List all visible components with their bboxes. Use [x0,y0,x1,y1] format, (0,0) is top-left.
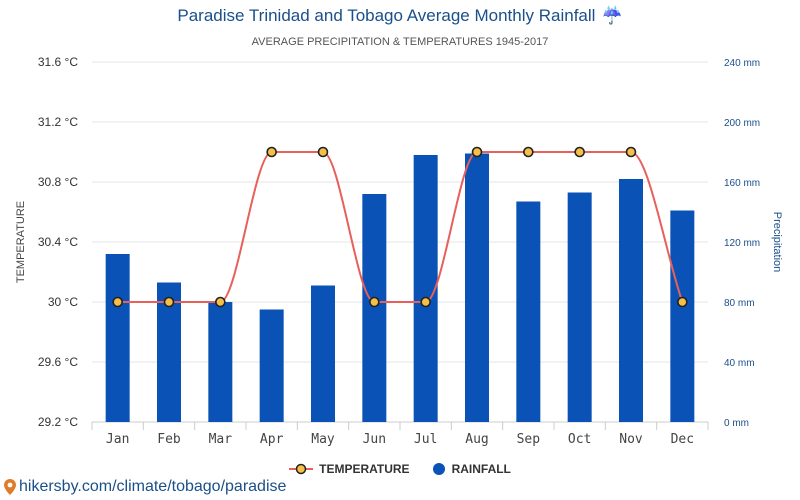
right-axis-title: Precipitation [771,212,783,273]
temperature-legend-marker-icon [289,463,314,475]
chart-title-row: Paradise Trinidad and Tobago Average Mon… [0,6,800,26]
left-axis-title: TEMPERATURE [15,201,27,283]
rainfall-bar [105,254,130,422]
left-tick-label: 30.8 °C [38,175,78,189]
legend: TEMPERATURE RAINFALL [0,462,800,476]
temperature-point [163,296,175,308]
temperature-point [523,146,534,158]
rainfall-bar [362,194,387,422]
rainfall-bar [465,153,489,422]
chart-subtitle: AVERAGE PRECIPITATION & TEMPERATURES 194… [251,36,549,48]
right-tick-label: 0 mm [724,418,749,429]
rainfall-bar [259,309,284,422]
left-tick-label: 31.2 °C [38,115,78,129]
right-tick-label: 120 mm [724,238,760,249]
rainfall-bar [311,285,335,422]
x-tick-label: Aug [465,432,488,447]
temperature-point [317,146,329,158]
legend-label-rainfall: RAINFALL [451,462,511,476]
x-tick-label: Jun [363,432,386,447]
legend-item-temperature[interactable]: TEMPERATURE [289,462,410,476]
right-tick-label: 80 mm [724,298,755,309]
temperature-point [420,296,431,308]
left-tick-label: 29.2 °C [38,415,78,429]
x-tick-label: Feb [157,432,181,447]
x-tick-label: Dec [671,432,694,447]
location-pin-icon [4,479,16,495]
temperature-point [112,296,123,308]
x-tick-label: Mar [209,432,233,447]
bars-layer [105,153,695,422]
left-tick-label: 30 °C [48,295,78,309]
axis-layer: 29.2 °C 0 mm 29.6 °C 40 mm 30 °C 80 mm 30.4 °C… [15,55,783,447]
rainfall-bar [413,155,438,422]
temperature-line [117,151,684,303]
right-tick-label: 40 mm [724,358,755,369]
temperature-point [574,146,585,158]
x-tick-label: Apr [260,432,284,447]
rainfall-bar [208,302,233,422]
left-tick-label: 30.4 °C [38,235,78,249]
rainfall-legend-marker-icon [432,463,445,475]
x-tick-label: Nov [619,432,643,447]
umbrella-rain-icon: ☔ [601,6,623,25]
left-tick-label: 31.6 °C [38,55,78,69]
temperature-point [625,146,637,158]
rainfall-bar [670,210,695,422]
rainfall-bar [567,192,592,422]
left-tick-label: 29.6 °C [38,355,78,369]
footer-url: hikersby.com/climate/tobago/paradise [19,478,287,495]
right-tick-label: 200 mm [724,118,760,129]
temperature-point [266,146,277,158]
temperature-point [369,296,380,308]
rainfall-bar [516,201,541,422]
x-tick-label: Jul [414,432,437,447]
rainfall-bar [619,179,643,422]
line-layer [112,146,688,308]
right-tick-label: 240 mm [724,58,760,69]
x-tick-label: Oct [568,432,591,447]
legend-item-rainfall[interactable]: RAINFALL [432,462,511,476]
temperature-point [677,296,688,308]
legend-label-temperature: TEMPERATURE [319,462,410,476]
x-tick-label: Jan [106,432,129,447]
right-tick-label: 160 mm [724,178,760,189]
temperature-point [471,146,483,158]
footer-link[interactable]: hikersby.com/climate/tobago/paradise [4,478,286,496]
chart-title: Paradise Trinidad and Tobago Average Mon… [177,6,596,25]
x-tick-label: May [311,432,335,447]
grid-layer [92,61,708,423]
x-tick-label: Sep [517,432,541,447]
temperature-point [215,296,226,308]
